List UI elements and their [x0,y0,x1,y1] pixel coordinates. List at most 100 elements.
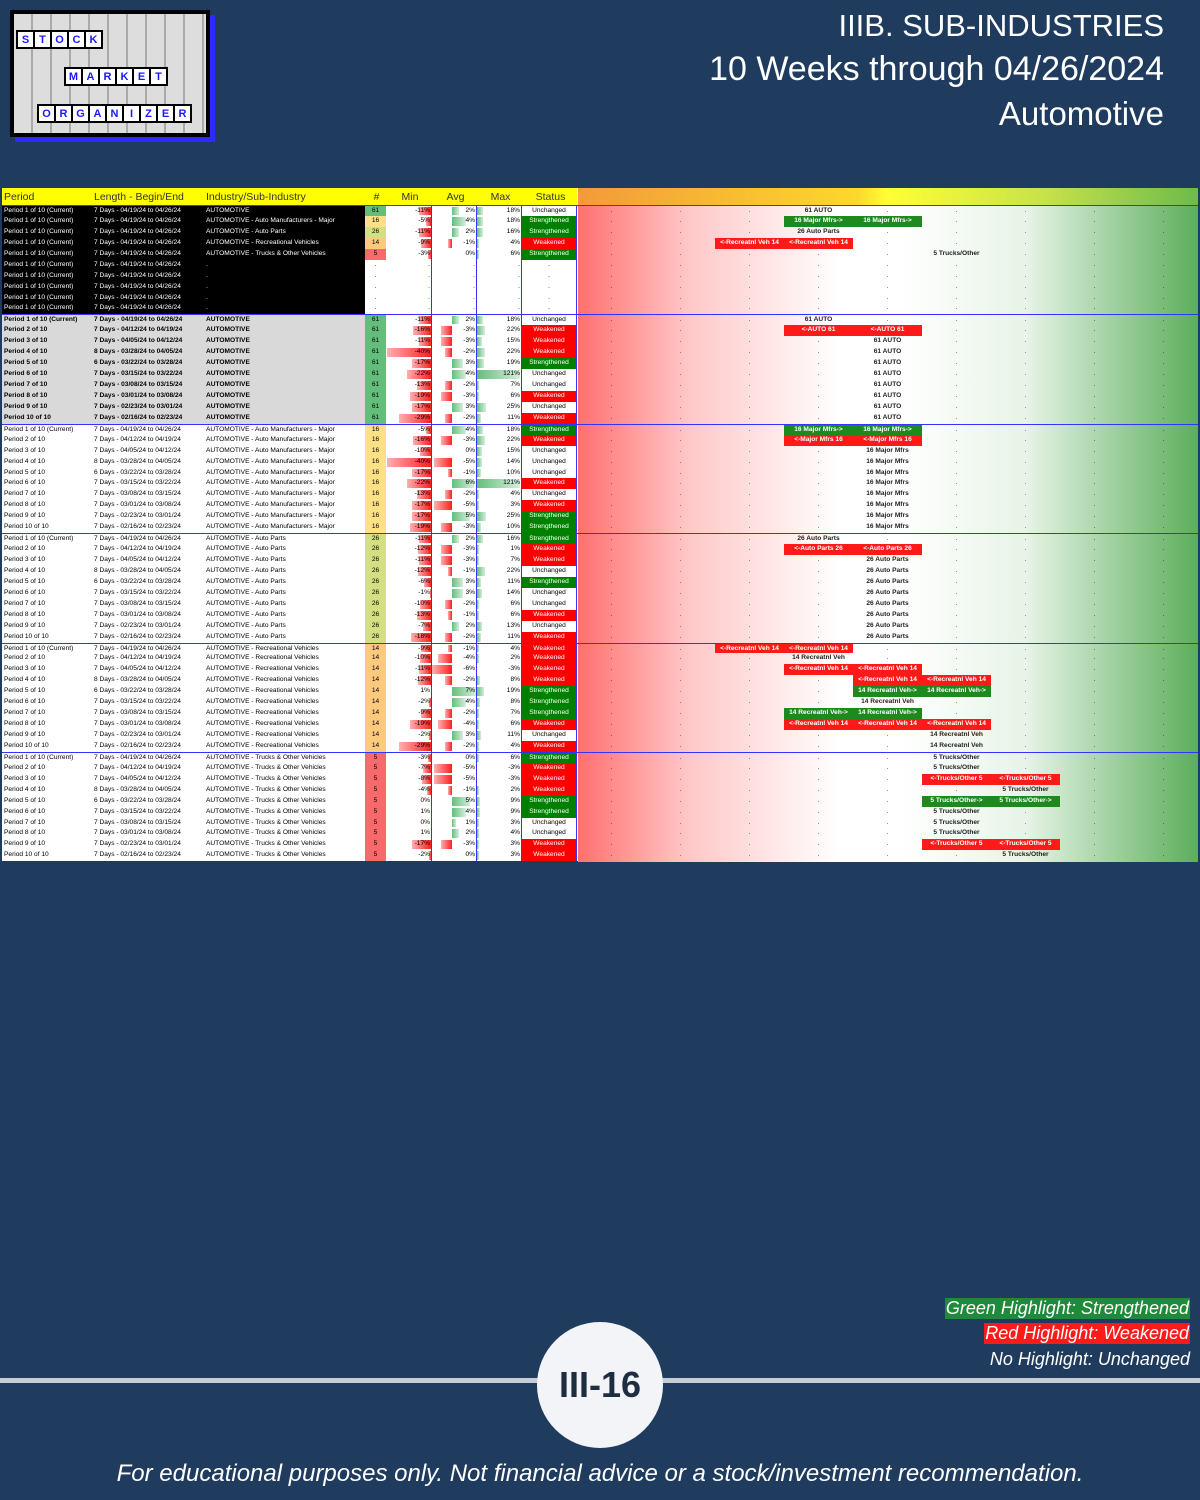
min-cell: -4% [386,784,432,796]
min-value: -22% [414,370,430,378]
length-cell: 7 Days - 03/08/24 to 03/15/24 [94,818,181,826]
logo-letter: A [90,106,105,121]
min-value: -29% [414,741,430,749]
empty-cell: . [1024,599,1027,607]
empty-cell: . [1093,304,1096,312]
empty-cell: . [610,260,613,268]
strength-marker: 16 Major Mfrs [866,501,909,509]
min-value: -17% [414,402,430,410]
avg-bar [444,632,452,642]
avg-value: 4% [465,698,475,706]
length-cell: 7 Days - 04/19/24 to 04/26/24 [94,644,181,652]
empty-cell: . [1093,227,1096,235]
empty-cell: . [1162,512,1165,520]
empty-cell: . [955,556,958,563]
status-badge: Weakened [522,740,577,752]
empty-cell: . [748,490,751,498]
min-cell: -17% [386,467,432,479]
empty-cell: . [817,632,820,640]
min-bar [427,249,431,259]
max-cell: 9% [477,795,522,807]
max-cell: 22% [477,325,522,337]
max-value: 11% [507,413,520,421]
empty-cell: . [1162,282,1165,290]
min-value: . [428,282,430,290]
empty-cell: . [886,796,889,804]
max-cell: 2% [477,653,522,665]
max-bar [477,381,480,390]
length-cell: 7 Days - 04/05/24 to 04/12/24 [94,665,181,673]
max-value: 16% [506,227,520,235]
status-badge: Weakened [522,237,577,249]
length-cell: 8 Days - 03/28/24 to 04/05/24 [94,785,181,793]
length-cell: 7 Days - 02/16/24 to 02/23/24 [94,632,181,640]
length-cell: 7 Days - 04/05/24 to 04/12/24 [94,774,181,782]
table-row: Period 3 of 10 7 Days - 04/05/24 to 04/12… [2,555,1198,566]
period-cell: Period 10 of 10 [4,741,49,749]
max-cell: . [477,303,522,315]
max-bar [477,676,480,686]
min-value: . [428,271,430,279]
min-cell: -5% [386,215,432,227]
empty-cell: . [748,796,751,804]
empty-cell: . [1162,304,1165,312]
empty-cell: . [610,316,613,324]
avg-cell: 2% [432,315,477,326]
empty-cell: . [886,282,889,290]
empty-cell: . [1162,676,1165,684]
table-row: Period 3 of 10 7 Days - 04/05/24 to 04/12… [2,336,1198,348]
min-bar [412,501,431,511]
min-cell: -22% [386,478,432,490]
min-cell: -29% [386,412,432,424]
empty-cell: . [610,490,613,498]
industry-cell: AUTOMOTIVE - Trucks & Other Vehicles [206,840,326,848]
empty-cell: . [1162,271,1165,279]
strength-marker: 5 Trucks/Other [933,249,980,257]
empty-cell: . [1162,545,1165,553]
period-cell: Period 1 of 10 (Current) [4,753,74,761]
empty-cell: . [1093,807,1096,815]
avg-value: 4% [465,216,475,224]
length-cell: 7 Days - 04/19/24 to 04/26/24 [92,226,204,238]
empty-cell: . [1162,566,1165,574]
empty-cell: . [610,577,613,585]
max-value: 3% [510,818,520,826]
status-badge: Strengthened [522,795,577,807]
avg-bar [441,337,452,347]
max-cell: 18% [477,424,522,435]
empty-cell: . [748,676,751,684]
max-bar [477,753,480,762]
empty-cell: . [679,457,682,465]
max-value: 3% [510,840,520,848]
table-row: Period 2 of 10 7 Days - 04/12/24 to 04/19… [2,544,1198,555]
empty-cell: . [748,654,751,662]
length-cell: 7 Days - 04/19/24 to 04/26/24 [94,425,181,433]
count-cell: 61 [365,380,386,391]
empty-cell: . [748,807,751,815]
avg-cell: 5% [432,511,477,523]
empty-cell: . [610,599,613,607]
avg-value: -3% [463,556,475,563]
strength-marker: <-Recreatnl Veh 14 [784,664,853,676]
max-value: 121% [503,370,520,378]
count-cell: 14 [365,740,386,752]
logo-letter: A [83,69,98,84]
avg-bar [444,741,452,751]
avg-bar [448,566,452,576]
min-value: -10% [414,599,430,607]
status-badge: Weakened [522,412,577,424]
strength-marker: <-Auto Parts 26 [784,544,853,555]
empty-cell: . [1162,316,1165,324]
count-cell: 5 [365,248,386,260]
max-bar [477,535,483,544]
empty-cell: . [1024,468,1027,476]
length-cell: 7 Days - 02/16/24 to 02/23/24 [92,412,204,424]
avg-bar [441,556,452,565]
strength-marker: 16 Major Mfrs-> [784,215,853,227]
table-row: Period 1 of 10 (Current) 7 Days - 04/19/2… [2,259,1198,271]
empty-cell: . [1093,271,1096,279]
table-row: Period 10 of 10 7 Days - 02/16/24 to 02/2… [2,850,1198,862]
min-value: -10% [414,654,430,662]
empty-cell: . [748,588,751,596]
